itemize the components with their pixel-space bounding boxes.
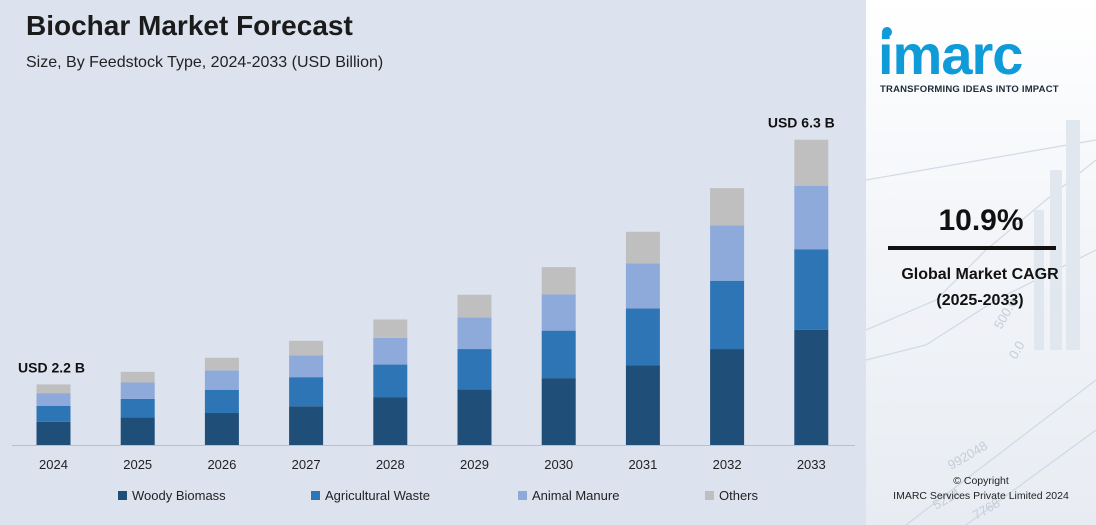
bar-segment-2033-agricultural-waste [794,249,829,330]
bar-segment-2026-agricultural-waste [204,389,239,414]
legend-swatch [311,491,320,500]
x-tick-label-2027: 2027 [292,457,321,472]
bar-segment-2032-others [710,188,745,226]
bar-segment-2026-animal-manure [204,370,239,390]
x-tick-label-2028: 2028 [376,457,405,472]
svg-text:992048: 992048 [945,438,990,473]
bar-segment-2032-woody-biomass [710,349,745,445]
bar-segment-2030-others [541,267,576,295]
bar-segment-2027-woody-biomass [289,406,324,445]
x-tick-label-2033: 2033 [797,457,826,472]
bar-segment-2027-agricultural-waste [289,377,324,407]
cagr-label-line1: Global Market CAGR [901,266,1059,283]
legend-item-animal-manure: Animal Manure [518,488,619,503]
chart-subtitle: Size, By Feedstock Type, 2024-2033 (USD … [26,54,384,71]
bar-segment-2024-animal-manure [36,393,71,406]
copyright-line1: © Copyright [953,475,1009,487]
legend-item-woody-biomass: Woody Biomass [118,488,226,503]
bar-segment-2024-woody-biomass [36,421,71,445]
decorative-background-graphic: 500.0 0.0 992048 5214 7768 [866,120,1096,525]
bar-segment-2028-woody-biomass [373,397,408,445]
total-label-2024: USD 2.2 B [18,359,85,375]
x-tick-label-2031: 2031 [628,457,657,472]
x-tick-label-2025: 2025 [123,457,152,472]
bar-segment-2026-others [204,357,239,371]
bar-segment-2025-agricultural-waste [120,398,155,418]
bar-segment-2030-animal-manure [541,294,576,331]
total-label-2033: USD 6.3 B [768,115,835,131]
x-tick-label-2032: 2032 [713,457,742,472]
bar-segment-2025-woody-biomass [120,417,155,445]
imarc-logo: imarc [878,23,1023,86]
legend-label: Agricultural Waste [325,488,430,503]
legend-swatch [118,491,127,500]
stacked-bar-chart: 2024 USD 2.2 B 2025 2026 2027 2028 2029 2030 203… [12,115,855,472]
brand-tagline: TRANSFORMING IDEAS INTO IMPACT [880,84,1059,95]
legend-item-agricultural-waste: Agricultural Waste [311,488,430,503]
bar-segment-2029-others [457,294,492,318]
bar-segment-2027-animal-manure [289,355,324,378]
bar-segment-2032-animal-manure [710,225,745,281]
copyright-line2: IMARC Services Private Limited 2024 [893,490,1069,502]
x-tick-label-2030: 2030 [544,457,573,472]
logo-wordmark: imarc [878,23,1022,86]
bar-segment-2033-woody-biomass [794,329,829,445]
cagr-divider [888,246,1056,250]
bar-segment-2024-others [36,384,71,394]
bar-segment-2033-animal-manure [794,185,829,250]
chart-title: Biochar Market Forecast [26,10,353,41]
x-tick-label-2026: 2026 [207,457,236,472]
bar-segment-2033-others [794,139,829,186]
chart-legend: Woody Biomass Agricultural Waste Animal Ma… [0,488,866,508]
chart-panel: Biochar Market Forecast Size, By Feedsto… [0,0,866,525]
brand-panel: 500.0 0.0 992048 5214 7768 imarc TRANSFO… [866,0,1096,525]
bar-segment-2026-woody-biomass [204,413,239,445]
legend-swatch [705,491,714,500]
cagr-label: Global Market CAGR (2025-2033) [866,262,1094,314]
bar-segment-2032-agricultural-waste [710,280,745,350]
legend-label: Others [719,488,759,503]
bar-segment-2029-animal-manure [457,317,492,350]
legend-item-others: Others [705,488,758,503]
bar-segment-2030-agricultural-waste [541,330,576,379]
legend-label: Animal Manure [532,488,620,503]
bar-segment-2031-agricultural-waste [625,308,660,366]
bar-segment-2028-agricultural-waste [373,364,408,398]
bar-segment-2024-agricultural-waste [36,405,71,422]
svg-text:0.0: 0.0 [1006,338,1028,361]
x-tick-label-2029: 2029 [460,457,489,472]
bar-segment-2028-others [373,319,408,338]
legend-swatch [518,491,527,500]
bar-segment-2028-animal-manure [373,337,408,365]
cagr-label-line2: (2025-2033) [936,292,1024,309]
x-tick-label-2024: 2024 [39,457,68,472]
bar-segment-2030-woody-biomass [541,378,576,445]
bar-segment-2027-others [289,340,324,356]
bar-segment-2029-woody-biomass [457,389,492,445]
legend-label: Woody Biomass [132,488,226,503]
bar-segment-2031-animal-manure [625,263,660,309]
bar-segment-2031-woody-biomass [625,365,660,445]
bar-segment-2029-agricultural-waste [457,349,492,390]
bar-segment-2025-others [120,371,155,383]
cagr-value: 10.9% [938,204,1024,237]
bar-segment-2025-animal-manure [120,382,155,399]
copyright-notice: © Copyright IMARC Services Private Limit… [866,474,1096,504]
bar-segment-2031-others [625,231,660,264]
